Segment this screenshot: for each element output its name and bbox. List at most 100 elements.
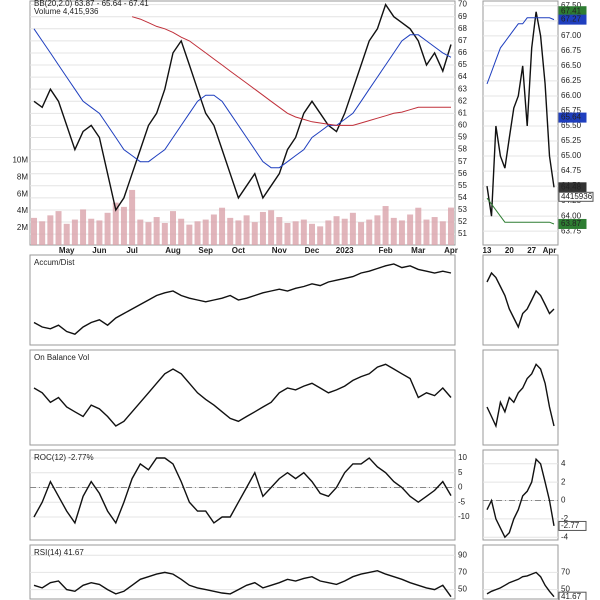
volume-bar: [382, 206, 389, 245]
y-tick-label: 67.50: [561, 1, 582, 10]
x-tick-label: 13: [483, 246, 492, 255]
volume-tick-label: 6M: [17, 189, 28, 198]
y-tick-label: 51: [458, 229, 467, 238]
volume-bar: [129, 189, 136, 245]
y-tick-label: 50: [561, 585, 570, 594]
y-tick-label: 66.75: [561, 46, 582, 55]
y-tick-label: 70: [458, 568, 467, 577]
panel-frame: [482, 349, 559, 446]
volume-bar: [210, 214, 217, 245]
y-tick-label: 67.00: [561, 31, 582, 40]
series-line: [33, 457, 452, 525]
volume-tick-label: 10M: [12, 155, 28, 164]
volume-bar: [170, 211, 176, 245]
volume-bar: [407, 214, 414, 245]
volume-bar: [259, 211, 266, 245]
volume-bar: [145, 222, 152, 245]
y-tick-label: 2: [561, 477, 566, 486]
y-tick-label: 66.00: [561, 91, 582, 100]
y-tick-label: 65.00: [561, 151, 582, 160]
volume-bar: [398, 220, 405, 245]
x-tick-label: 27: [527, 246, 536, 255]
volume-bar: [251, 222, 258, 245]
volume-bar: [448, 207, 454, 245]
volume-bar: [358, 222, 365, 245]
value-marker-label: 65.64: [561, 113, 582, 122]
volume-bar: [194, 221, 201, 245]
volume-tick-label: 8M: [17, 172, 28, 181]
y-tick-label: -2: [561, 514, 569, 523]
legend-text: Volume 4,415,936: [34, 7, 99, 16]
y-tick-label: 52: [458, 217, 467, 226]
y-tick-label: 61: [458, 108, 467, 117]
volume-bar: [268, 210, 275, 245]
volume-bar: [31, 217, 37, 245]
volume-bar: [243, 215, 250, 245]
volume-bar: [341, 218, 348, 245]
y-tick-label: 53: [458, 205, 467, 214]
value-marker-box: [558, 112, 587, 123]
value-marker-box: [558, 520, 587, 531]
legend-text: BB(20,2.0) 63.87 - 65.64 - 67.41: [34, 0, 149, 8]
y-tick-label: 65: [458, 60, 467, 69]
series-line: [486, 571, 555, 598]
x-tick-label: Aug: [165, 246, 181, 255]
x-tick-label: Apr: [444, 246, 458, 255]
series-line: [33, 28, 452, 169]
series-line: [33, 263, 452, 335]
y-tick-label: -5: [458, 497, 466, 506]
panel-frame: [29, 254, 456, 346]
y-tick-label: 59: [458, 133, 467, 142]
y-tick-label: 4: [561, 459, 566, 468]
volume-tick-label: 4M: [17, 206, 28, 215]
volume-marker-box: [558, 191, 594, 202]
y-tick-label: 63.75: [561, 226, 582, 235]
series-line: [486, 11, 555, 217]
panel-frame: [482, 0, 559, 246]
volume-bar: [227, 217, 234, 245]
volume-bar: [235, 220, 242, 245]
series-line: [486, 197, 555, 225]
y-tick-label: 0: [458, 483, 463, 492]
value-marker-label: 64.48: [561, 182, 582, 191]
x-tick-label: Mar: [411, 246, 425, 255]
y-tick-label: 90: [458, 550, 467, 559]
series-line: [486, 457, 555, 539]
y-tick-label: 67: [458, 36, 467, 45]
y-tick-label: 57: [458, 157, 467, 166]
volume-bar: [71, 219, 78, 245]
y-tick-label: 64.75: [561, 166, 582, 175]
x-tick-label: May: [59, 246, 75, 255]
y-tick-label: 10: [458, 453, 467, 462]
value-marker-label: 63.87: [561, 219, 582, 228]
x-tick-label: Jul: [126, 246, 138, 255]
series-line: [131, 16, 451, 126]
value-marker-label: -2.77: [561, 521, 580, 530]
volume-bar: [317, 226, 324, 245]
volume-bar: [219, 207, 226, 245]
y-tick-label: 64: [458, 72, 467, 81]
volume-bar: [88, 218, 95, 245]
volume-bar: [104, 212, 111, 245]
volume-bar: [390, 217, 397, 245]
volume-bar: [80, 209, 87, 245]
volume-bar: [96, 220, 103, 245]
volume-bar: [63, 223, 70, 245]
volume-bar: [325, 220, 332, 245]
x-tick-label: Dec: [305, 246, 320, 255]
y-tick-label: 65.50: [561, 121, 582, 130]
volume-bar: [431, 217, 438, 245]
volume-bar: [366, 219, 373, 245]
series-line: [33, 569, 452, 598]
volume-bar: [202, 219, 209, 245]
series-line: [486, 363, 555, 429]
y-tick-label: 65.25: [561, 136, 582, 145]
volume-bar: [423, 219, 430, 245]
value-marker-label: 41.67: [561, 592, 582, 600]
y-tick-label: 69: [458, 12, 467, 21]
volume-bar: [415, 207, 422, 245]
y-tick-label: 70: [458, 0, 467, 9]
series-line: [33, 3, 452, 212]
volume-bar: [439, 221, 446, 245]
